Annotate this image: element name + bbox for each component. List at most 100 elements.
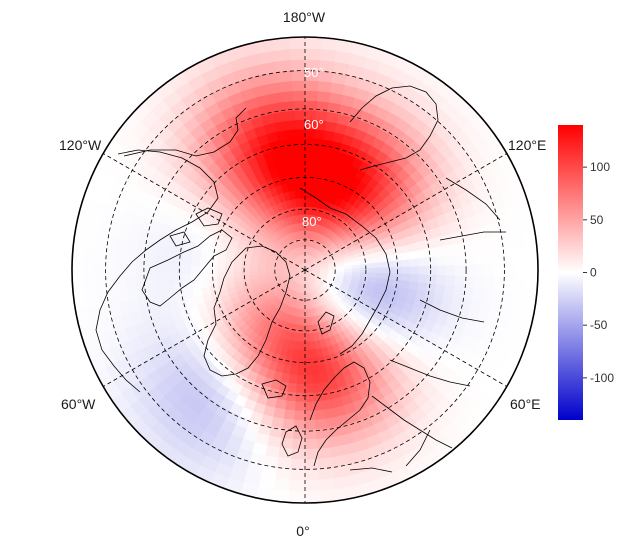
iceland [261,379,287,399]
field-cell [311,164,321,175]
field-cell [425,282,437,294]
field-cell [454,252,466,266]
field-cell [190,249,202,260]
field-cell [494,262,506,278]
field-cell [319,156,330,168]
field-cell [304,197,311,207]
field-cell [154,274,165,287]
field-cell [503,247,516,264]
field-cell [304,47,321,61]
field-cell [83,277,96,294]
field-cell [232,262,242,269]
meridian-line [103,153,306,271]
field-cell [455,264,466,276]
field-cell [163,254,175,266]
uk-coast [281,425,303,457]
field-cell [115,249,127,265]
field-cell [295,324,302,334]
lat-label-50: 50° [304,65,324,80]
field-cell [286,137,297,149]
greenland-coast [203,245,291,377]
colorbar-ticks: 100 50 0 -50 -100 [583,160,614,385]
field-cell [288,374,298,385]
field-cell [418,256,429,267]
field-cell [304,419,317,431]
latitude-circle [243,208,367,332]
field-cell [163,274,175,286]
field-cell [304,341,311,351]
field-cell [427,273,438,285]
lon-label-60e: 60°E [510,396,541,412]
anomaly-field [72,37,538,503]
field-cell [289,58,306,71]
novaya-zemlya [317,311,335,335]
field-cell [304,79,319,92]
field-cell [172,265,183,275]
field-cell [72,245,85,263]
field-cell [182,248,193,259]
field-cell [312,146,323,158]
field-cell [484,263,495,277]
field-cell [351,271,361,277]
field-cell [292,349,300,359]
colorbar-bar [558,125,583,420]
field-cell [283,119,296,131]
field-cell [280,372,291,384]
field-cell [199,273,209,282]
field-cell [312,155,322,166]
field-cell [292,90,306,102]
field-cell [401,273,411,282]
field-cell [173,246,185,258]
field-cell [304,401,316,412]
field-cell [304,155,314,165]
colorbar-tick-label: 50 [590,213,604,227]
field-cell [289,365,299,376]
field-cell [293,340,301,351]
canada-archipelago-coast [141,207,233,307]
field-cell [304,375,314,385]
field-cell [400,279,411,289]
field-cell [199,251,210,261]
lon-label-60w: 60°W [61,396,96,412]
field-cell [376,272,386,279]
field-cell [163,264,174,276]
field-cell [473,275,485,290]
lon-label-180w: 180°W [283,9,326,25]
field-cell [304,137,315,148]
field-cell [427,265,438,275]
field-cell [94,262,106,278]
field-cell [291,79,306,92]
field-cell [298,349,306,359]
field-cell [360,271,370,278]
field-cell [304,469,321,482]
lon-label-120e: 120°E [508,137,546,153]
field-cell [304,146,314,157]
field-cell [313,137,324,149]
map-boundary [71,36,539,504]
field-cell [304,392,315,403]
field-cell [144,252,156,266]
field-cell [304,181,312,191]
field-cell [304,230,309,239]
field-cell [285,400,297,412]
field-cell [317,80,332,93]
field-cell [301,301,306,310]
field-cell [304,479,321,493]
field-cell [288,37,306,50]
field-cell [434,283,446,295]
field-cell [515,261,527,279]
field-cell [94,276,107,293]
meridian-line [103,269,306,387]
field-cell [83,246,96,263]
field-cell [275,467,292,481]
field-cell [304,90,318,102]
field-cell [241,267,250,273]
field-cell [190,257,201,267]
field-cell [300,317,306,327]
field-cell [483,249,495,265]
field-cell [294,410,306,421]
field-cell [287,382,298,394]
field-cell [409,273,420,283]
alaska-coast [123,107,247,157]
meridian-line [304,269,507,387]
